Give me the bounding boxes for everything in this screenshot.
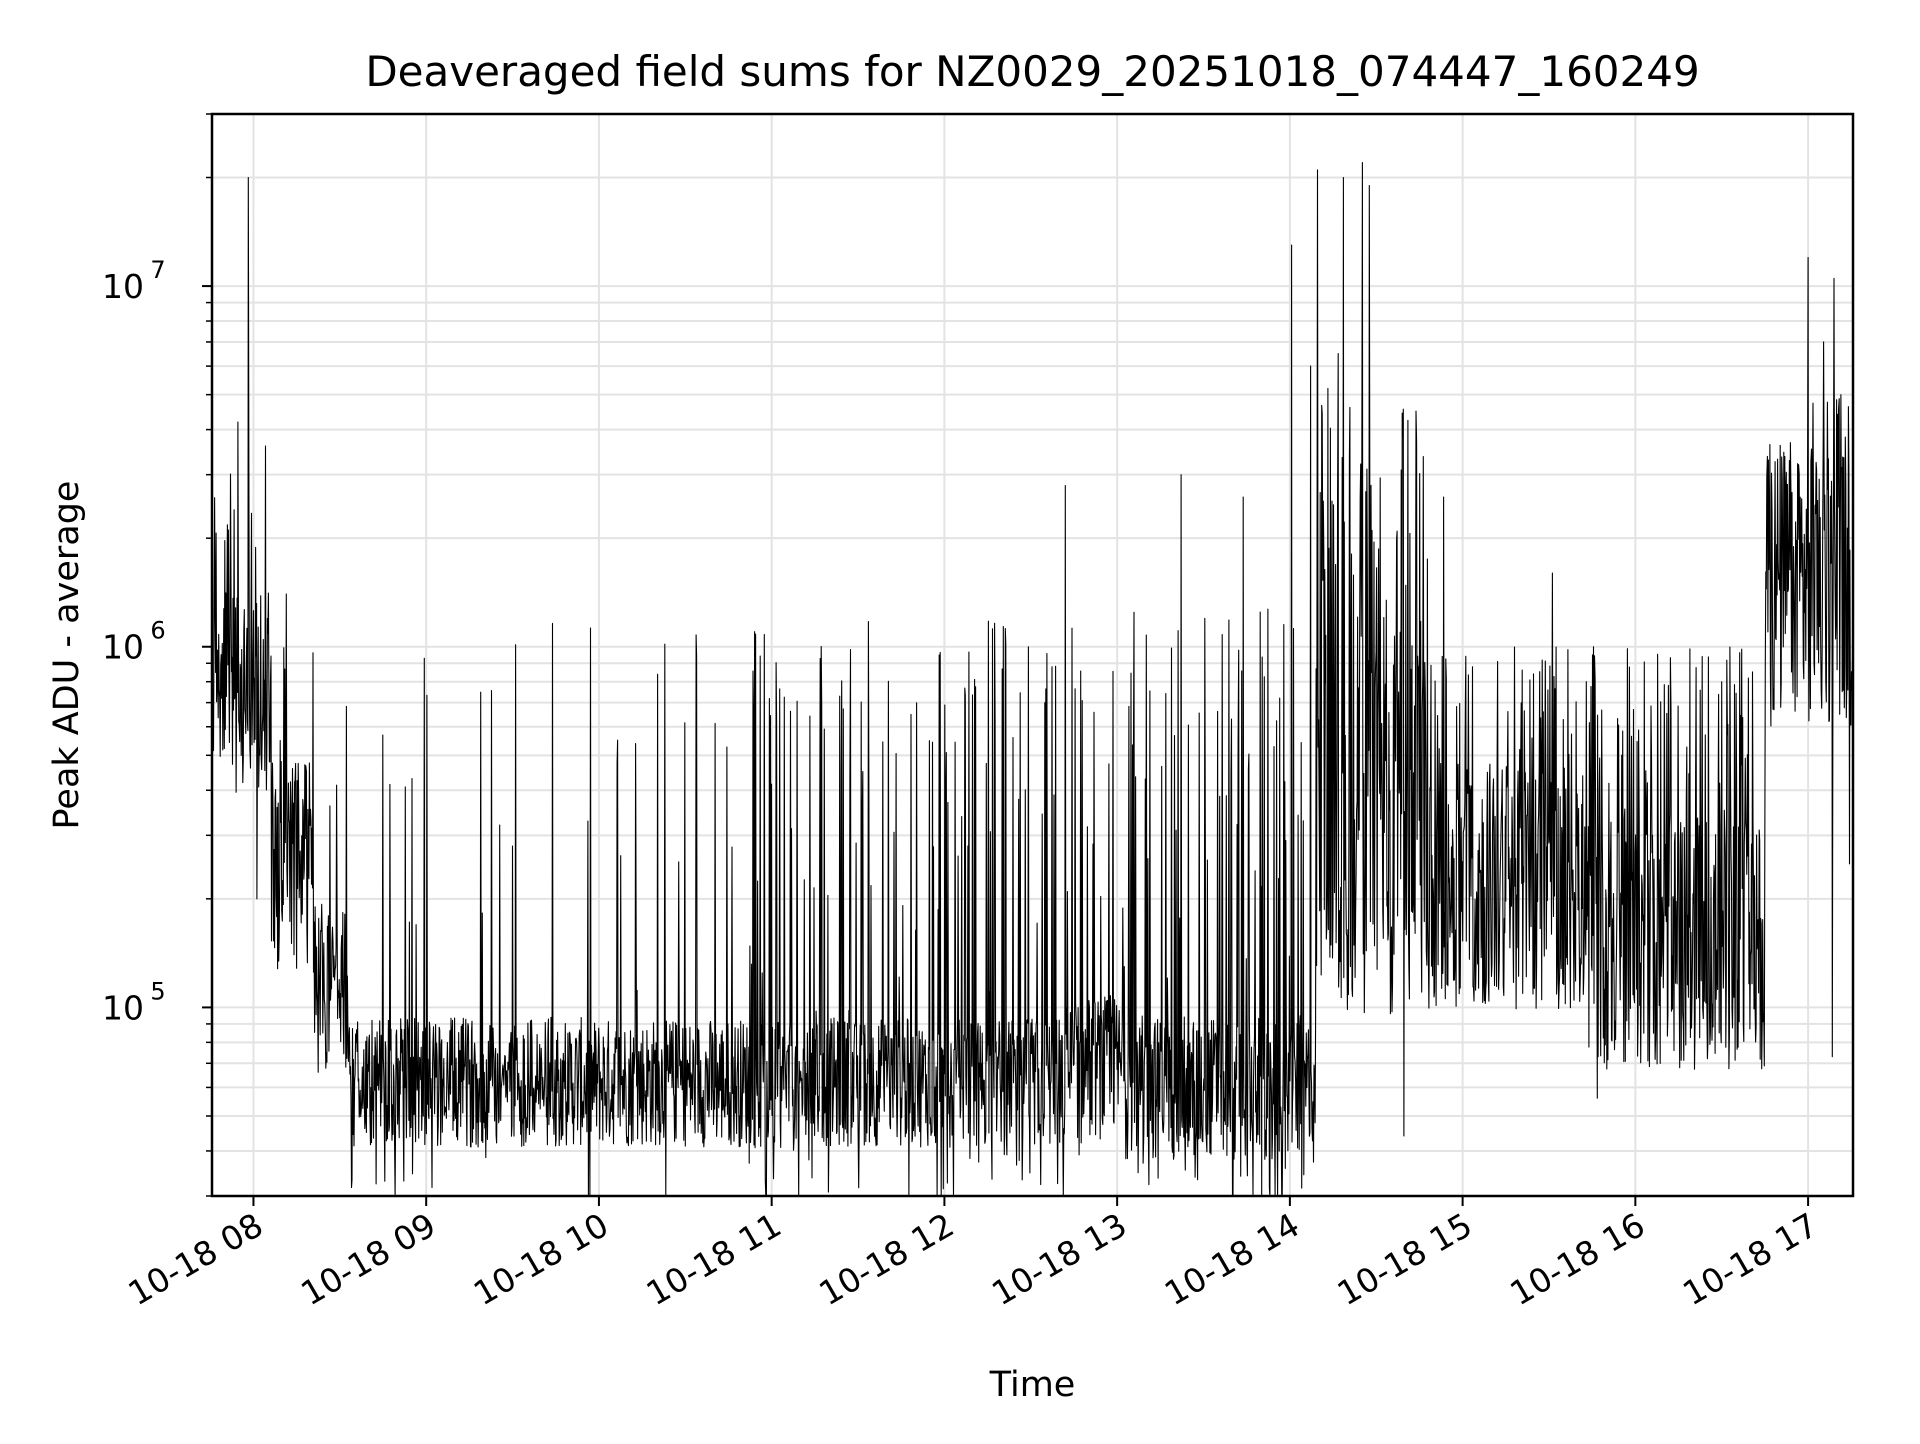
- y-tick-label: 10: [102, 628, 144, 667]
- x-axis-label: Time: [989, 1365, 1076, 1405]
- y-tick-label: 10: [102, 267, 144, 306]
- y-tick-base: 10: [102, 988, 144, 1027]
- y-tick-exponent: 7: [150, 256, 165, 284]
- series-line: [211, 162, 1854, 1197]
- y-tick-base: 10: [102, 628, 144, 667]
- y-tick-exponent: 5: [150, 977, 165, 1005]
- plot-frame: [210, 112, 1855, 1198]
- chart-title: Deaveraged field sums for NZ0029_2025101…: [365, 47, 1699, 96]
- y-tick-base: 10: [102, 267, 144, 306]
- series-layer: [211, 162, 1854, 1197]
- y-axis-label: Peak ADU - average: [47, 481, 87, 830]
- y-tick-exponent: 6: [150, 617, 165, 645]
- y-tick-label: 10: [102, 988, 144, 1027]
